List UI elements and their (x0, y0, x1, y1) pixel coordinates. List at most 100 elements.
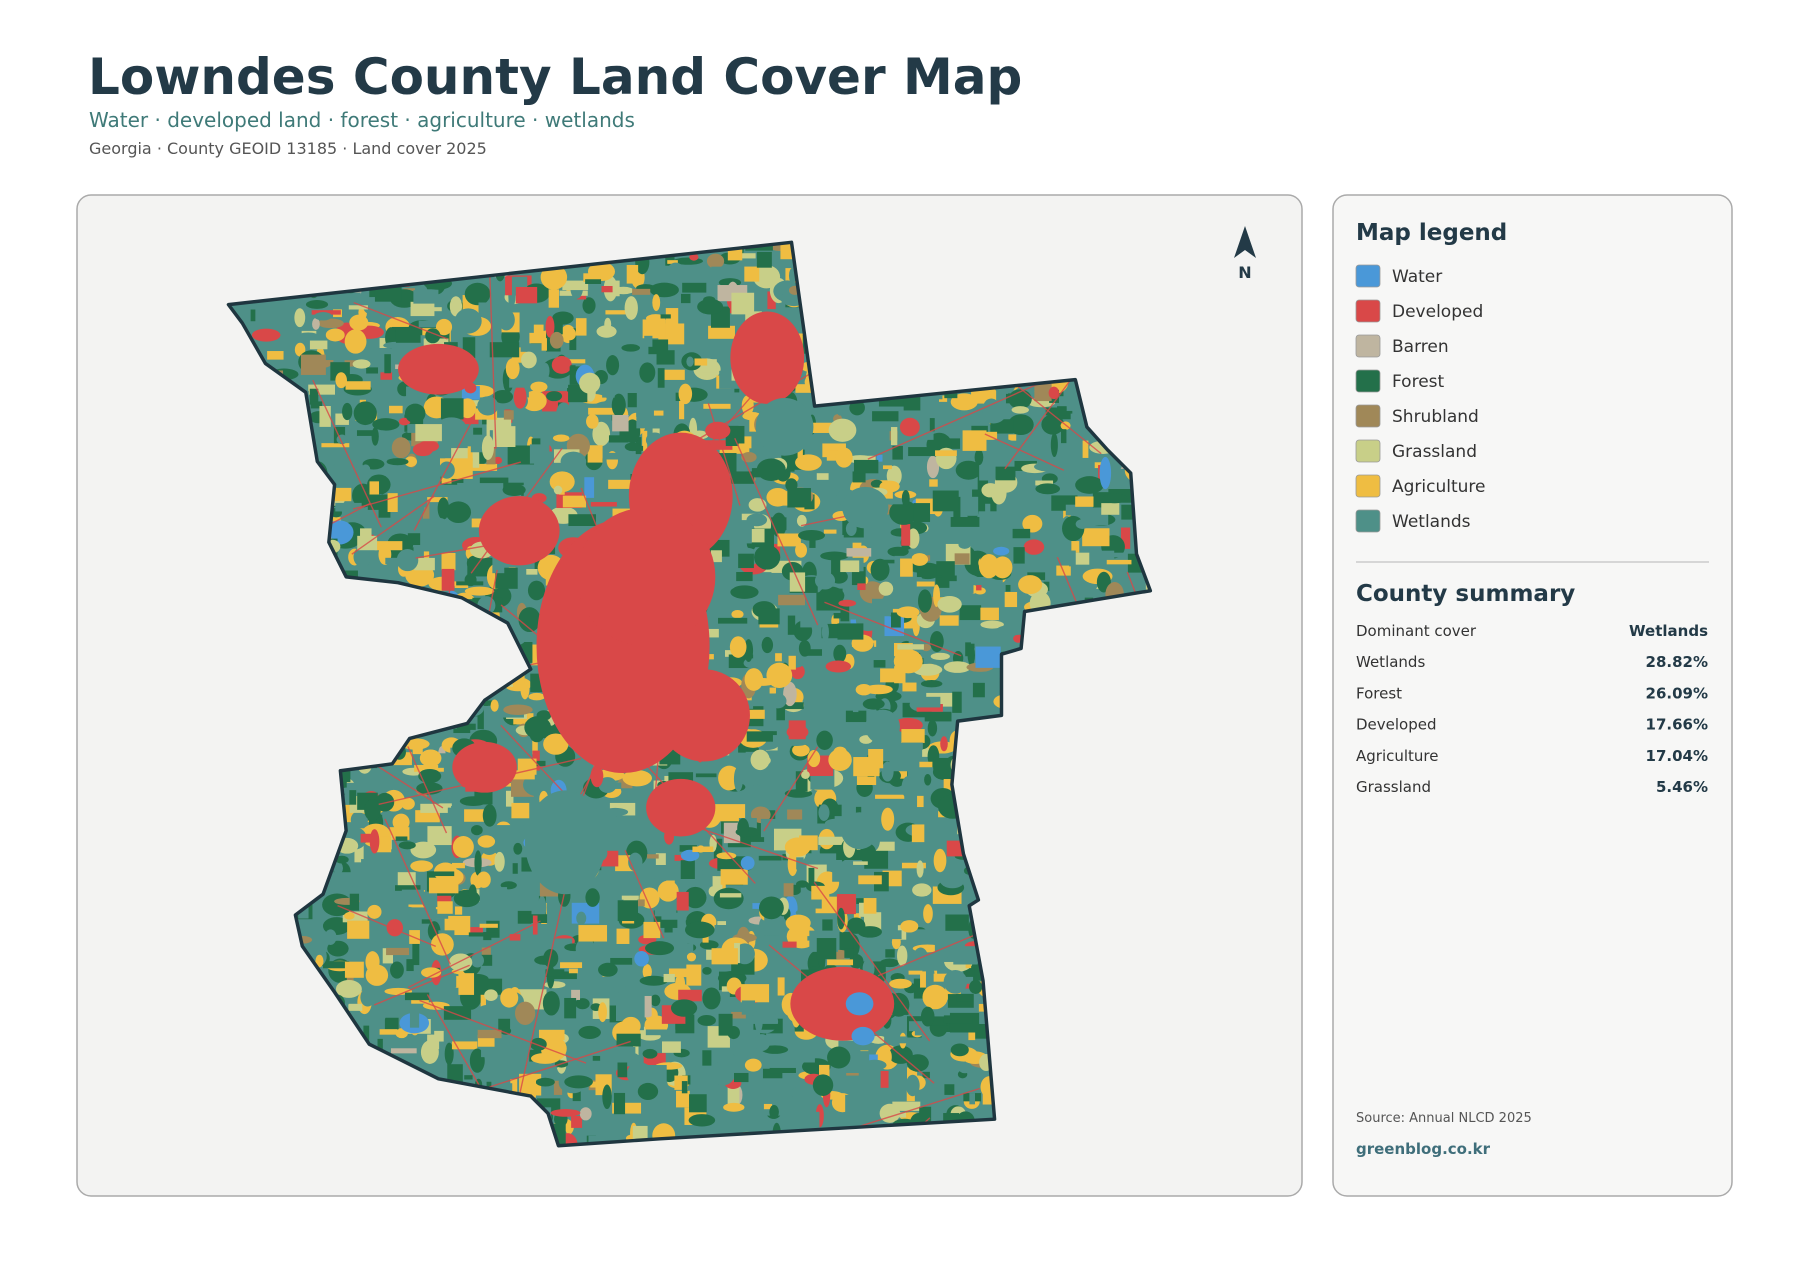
cover-patch (839, 932, 854, 953)
cover-patch (415, 810, 440, 823)
cover-patch (751, 784, 762, 798)
water-body (1099, 456, 1112, 490)
cover-patch (949, 581, 974, 594)
cover-patch (679, 845, 697, 852)
site-link[interactable]: greenblog.co.kr (1356, 1140, 1491, 1158)
cover-patch (1004, 591, 1018, 608)
cover-patch (710, 550, 722, 563)
cover-patch (777, 533, 801, 547)
cover-patch (458, 973, 475, 995)
cover-patch (950, 683, 960, 694)
cover-patch (932, 490, 959, 512)
cover-patch (934, 938, 948, 958)
cover-patch (1069, 550, 1076, 567)
cover-patch (570, 365, 576, 375)
cover-patch (333, 348, 339, 364)
legend-title: Map legend (1356, 220, 1507, 246)
cover-patch (680, 849, 700, 862)
cover-patch (775, 491, 789, 506)
cover-patch (585, 888, 600, 907)
cover-patch (870, 558, 890, 581)
cover-patch (953, 946, 978, 965)
cover-patch (701, 868, 713, 877)
cover-patch (828, 748, 852, 771)
cover-patch (938, 395, 948, 402)
cover-patch (718, 1013, 733, 1036)
road (707, 402, 741, 506)
cover-patch (852, 695, 859, 713)
cover-patch (529, 1076, 536, 1098)
legend-swatch (1355, 404, 1381, 428)
cover-patch (813, 513, 827, 534)
cover-patch (406, 386, 416, 401)
cover-patch (1013, 547, 1025, 564)
wetland-area (841, 812, 879, 850)
cover-patch (598, 962, 618, 977)
cover-patch (980, 620, 1004, 629)
cover-patch (453, 728, 471, 734)
cover-patch (906, 1054, 929, 1072)
cover-patch (509, 934, 521, 941)
road (312, 379, 382, 528)
cover-patch (833, 613, 842, 619)
cover-patch (1071, 541, 1080, 553)
road (824, 601, 962, 657)
summary-value: 17.04% (1646, 747, 1708, 765)
cover-patch (251, 328, 281, 342)
cover-patch (392, 813, 410, 831)
cover-patch (578, 1025, 601, 1039)
cover-patch (971, 425, 988, 435)
cover-patch (344, 912, 355, 920)
side-panel (1332, 194, 1733, 1197)
cover-patch (369, 481, 380, 502)
cover-patch (901, 862, 926, 869)
cover-patch (733, 766, 743, 792)
cover-patch (1106, 559, 1132, 565)
summary-label: Dominant cover (1356, 622, 1477, 640)
cover-patch (862, 698, 885, 710)
cover-patch (333, 426, 346, 444)
road (353, 301, 448, 340)
summary-label: Forest (1356, 684, 1402, 702)
cover-patch (384, 354, 391, 374)
cover-patch (936, 561, 955, 576)
cover-patch (819, 1064, 830, 1077)
cover-patch (790, 1085, 820, 1101)
cover-patch (645, 1029, 676, 1036)
water-body (851, 1026, 875, 1046)
cover-patch (390, 1048, 417, 1054)
north-label: N (1238, 263, 1251, 282)
cover-patch (807, 750, 821, 768)
cover-patch (723, 1102, 745, 1112)
cover-patch (744, 639, 754, 663)
cover-patch (1007, 414, 1034, 436)
road (813, 881, 931, 1042)
cover-patch (605, 310, 635, 315)
cover-patch (532, 740, 538, 755)
cover-patch (602, 807, 629, 817)
cover-patch (363, 1025, 370, 1041)
cover-patch (812, 1074, 834, 1096)
cover-patch (494, 851, 505, 872)
cover-patch (906, 765, 931, 770)
cover-patch (911, 824, 925, 843)
cover-patch (641, 878, 661, 886)
road (373, 964, 470, 1006)
cover-patch (524, 716, 552, 739)
cover-patch (1041, 414, 1065, 435)
cover-patch (419, 749, 442, 767)
cover-patch (397, 872, 416, 888)
cover-patch (457, 413, 479, 425)
cover-patch (943, 1015, 973, 1024)
cover-patch (479, 923, 498, 928)
cover-patch (697, 1014, 716, 1026)
cover-patch (821, 622, 829, 642)
cover-patch (896, 606, 920, 619)
cover-patch (517, 758, 537, 775)
wetland-area (524, 790, 606, 895)
cover-patch (415, 424, 442, 442)
cover-patch (684, 921, 715, 939)
road (867, 375, 1055, 460)
cover-patch (950, 1043, 969, 1057)
